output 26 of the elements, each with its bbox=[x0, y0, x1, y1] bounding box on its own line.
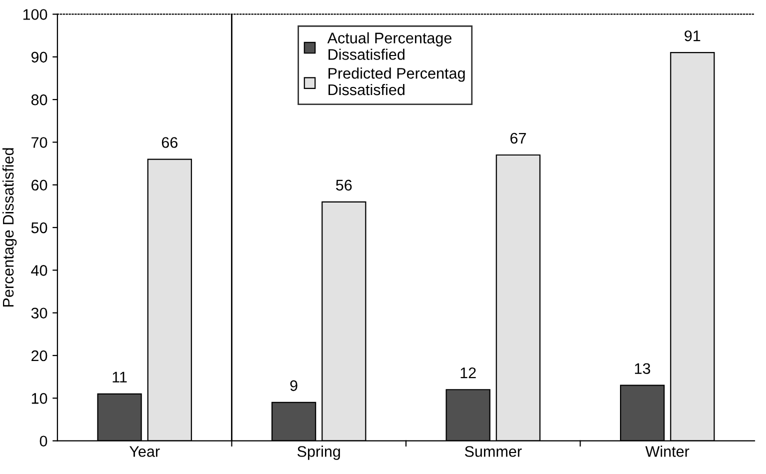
y-tick-label: 50 bbox=[31, 222, 48, 234]
legend-label: Actual Percentage Dissatisfied bbox=[327, 32, 452, 60]
data-label: 12 bbox=[460, 367, 476, 378]
y-tick-label: 80 bbox=[31, 94, 48, 106]
y-tick-label: 100 bbox=[23, 9, 48, 20]
y-tick-label: 0 bbox=[40, 436, 48, 447]
y-tick-label: 90 bbox=[31, 52, 48, 63]
y-axis-title: Percentage Dissatisfied bbox=[2, 148, 17, 307]
y-tick-label: 10 bbox=[32, 393, 48, 404]
y-tick-label: 70 bbox=[32, 137, 48, 148]
y-tick-label: 20 bbox=[32, 350, 48, 362]
y-tick-label: 40 bbox=[31, 265, 48, 276]
x-tick-label: Winter bbox=[645, 446, 690, 457]
data-label: 9 bbox=[290, 380, 298, 392]
data-label: 67 bbox=[510, 132, 526, 144]
data-label: 11 bbox=[112, 372, 127, 382]
x-tick-label: Year bbox=[129, 446, 160, 457]
x-tick-label: Summer bbox=[464, 446, 522, 457]
y-tick-label: 60 bbox=[32, 180, 48, 191]
data-label: 56 bbox=[336, 180, 352, 191]
data-label: 66 bbox=[162, 137, 178, 148]
x-tick-label: Spring bbox=[297, 446, 340, 460]
y-tick-label: 30 bbox=[31, 308, 48, 319]
legend-label: Predicted Percentag Dissatisfied bbox=[328, 68, 465, 96]
data-label: 13 bbox=[634, 363, 650, 374]
data-label: 91 bbox=[684, 30, 700, 42]
